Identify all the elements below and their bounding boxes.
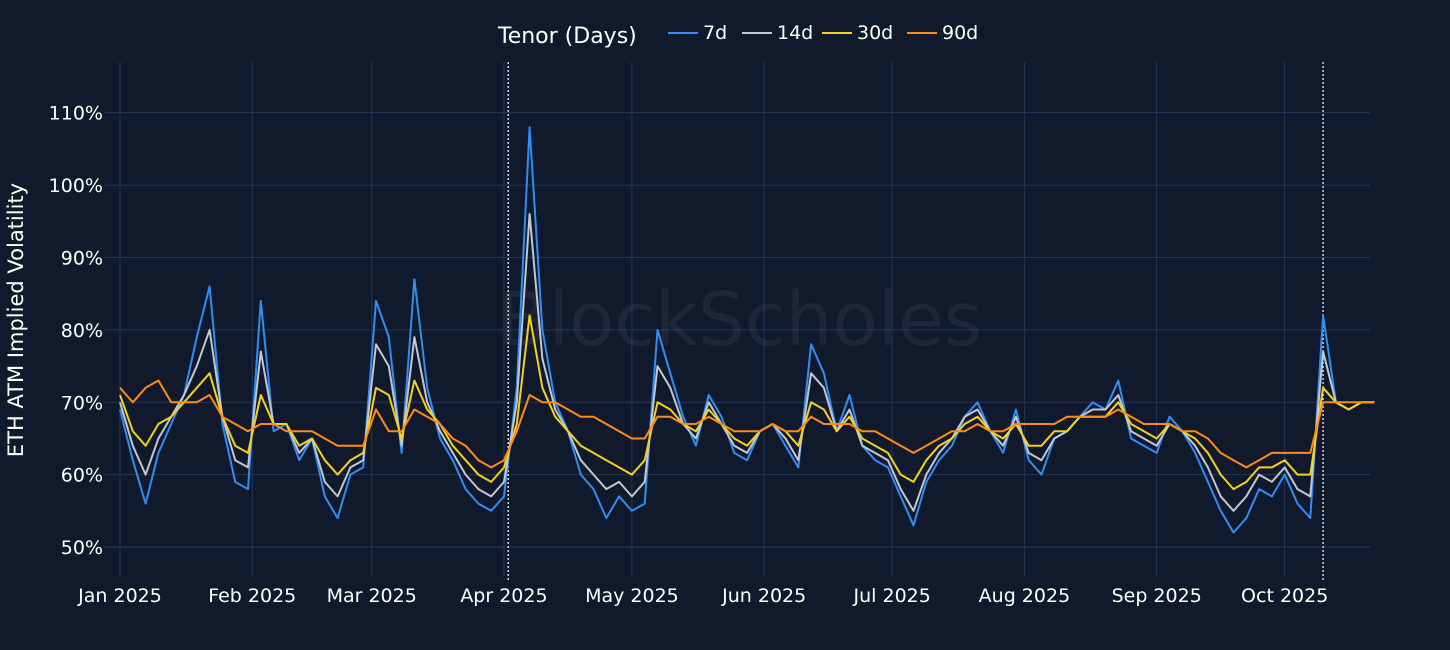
x-tick-label: Sep 2025	[1112, 585, 1202, 607]
x-tick-label: Jan 2025	[77, 585, 162, 607]
legend-item-30d: 30d	[857, 22, 893, 44]
x-tick-label: Oct 2025	[1241, 585, 1328, 607]
y-tick-label: 70%	[61, 392, 103, 414]
legend-item-90d: 90d	[942, 22, 978, 44]
x-tick-label: Aug 2025	[979, 585, 1071, 607]
y-tick-label: 60%	[61, 465, 103, 487]
x-tick-label: Apr 2025	[460, 585, 547, 607]
series-line-90d	[119, 379, 1375, 469]
x-tick-label: May 2025	[585, 585, 679, 607]
legend: Tenor (Days) 7d 14d 30d 90d	[497, 22, 978, 49]
y-tick-label: 50%	[61, 537, 103, 559]
watermark: BlockScholes	[498, 277, 983, 363]
x-axis-ticks: Jan 2025 Feb 2025 Mar 2025 Apr 2025 May 2025…	[77, 585, 1328, 607]
series-lines	[119, 126, 1375, 534]
x-tick-label: Jun 2025	[721, 585, 806, 607]
y-axis-ticks: 50% 60% 70% 80% 90% 100% 110%	[49, 103, 103, 559]
x-tick-label: Jul 2025	[853, 585, 931, 607]
y-tick-label: 110%	[49, 103, 103, 125]
x-tick-label: Feb 2025	[208, 585, 296, 607]
legend-item-7d: 7d	[703, 22, 727, 44]
y-axis-label: ETH ATM Implied Volatility	[4, 183, 28, 457]
y-tick-label: 100%	[49, 175, 103, 197]
series-line-30d	[119, 314, 1375, 491]
x-tick-label: Mar 2025	[327, 585, 417, 607]
series-line-14d	[119, 213, 1375, 512]
y-tick-label: 90%	[61, 247, 103, 269]
y-tick-label: 80%	[61, 320, 103, 342]
legend-title: Tenor (Days)	[497, 24, 637, 49]
legend-item-14d: 14d	[777, 22, 813, 44]
